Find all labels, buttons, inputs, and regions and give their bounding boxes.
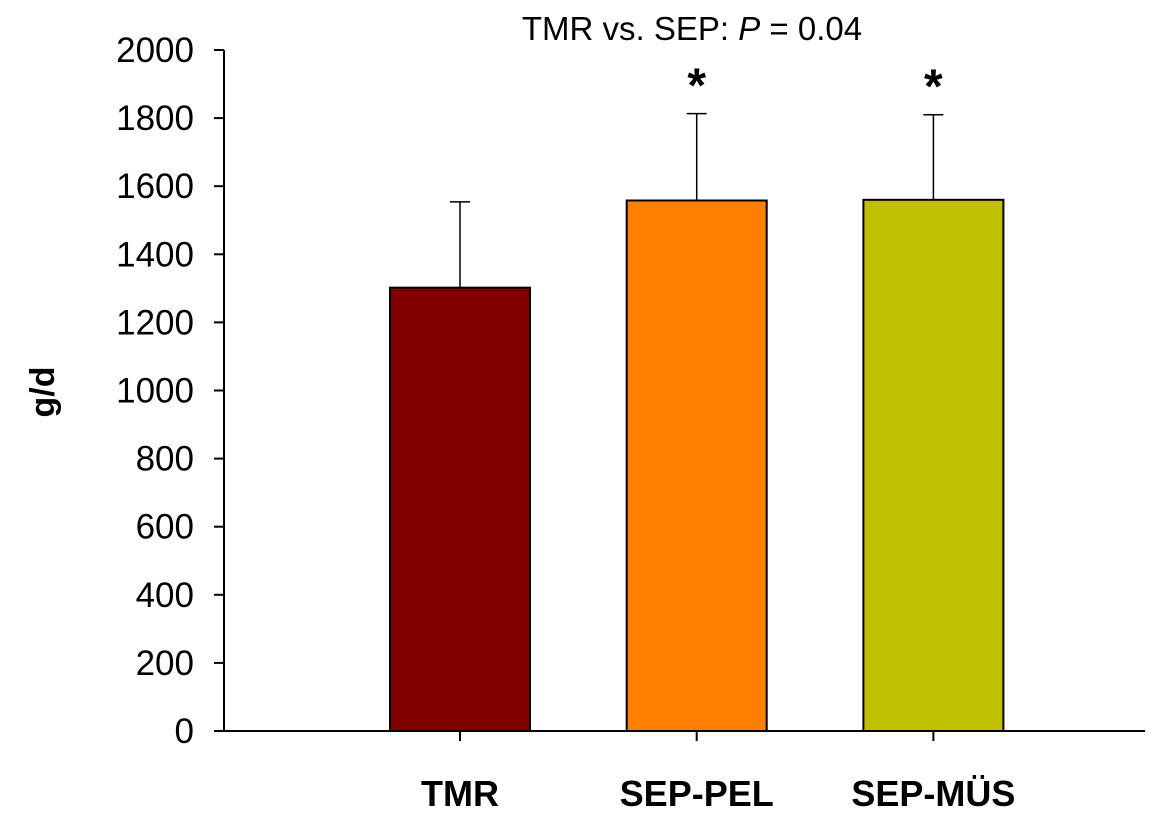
y-axis-label: g/d bbox=[24, 367, 62, 418]
y-tick-label: 1200 bbox=[116, 303, 194, 342]
bar-tmr bbox=[389, 286, 531, 732]
annotation-p-symbol: P bbox=[738, 10, 760, 47]
plot-area: 0 200 400 600 800 1000 1200 1400 1600 1800 2000 TMR… bbox=[116, 31, 1145, 813]
p-value-annotation: TMR vs. SEP: P = 0.04 bbox=[522, 10, 862, 47]
x-tick-label: SEP-MÜS bbox=[851, 773, 1015, 813]
y-tick-label: 400 bbox=[136, 576, 194, 615]
bar-sep-müs bbox=[862, 198, 1005, 732]
annotation-prefix: TMR vs. SEP: bbox=[522, 10, 738, 47]
y-tick-label: 1600 bbox=[116, 167, 194, 206]
y-tick-label: 1800 bbox=[116, 99, 194, 138]
y-tick-label: 800 bbox=[136, 440, 194, 479]
bar-sep-pel bbox=[625, 199, 768, 733]
significance-marker: * bbox=[924, 61, 943, 114]
y-tick-label: 1000 bbox=[116, 372, 194, 411]
y-tick-label: 0 bbox=[175, 712, 194, 751]
significance-marker: * bbox=[687, 60, 706, 113]
y-tick-label: 600 bbox=[136, 508, 194, 547]
annotation-suffix: = 0.04 bbox=[760, 10, 862, 47]
y-tick-label: 200 bbox=[136, 644, 194, 683]
x-tick-label: SEP-PEL bbox=[620, 773, 774, 813]
x-tick-label: TMR bbox=[421, 773, 499, 813]
y-tick-label: 2000 bbox=[116, 31, 194, 70]
y-tick-label: 1400 bbox=[116, 235, 194, 274]
